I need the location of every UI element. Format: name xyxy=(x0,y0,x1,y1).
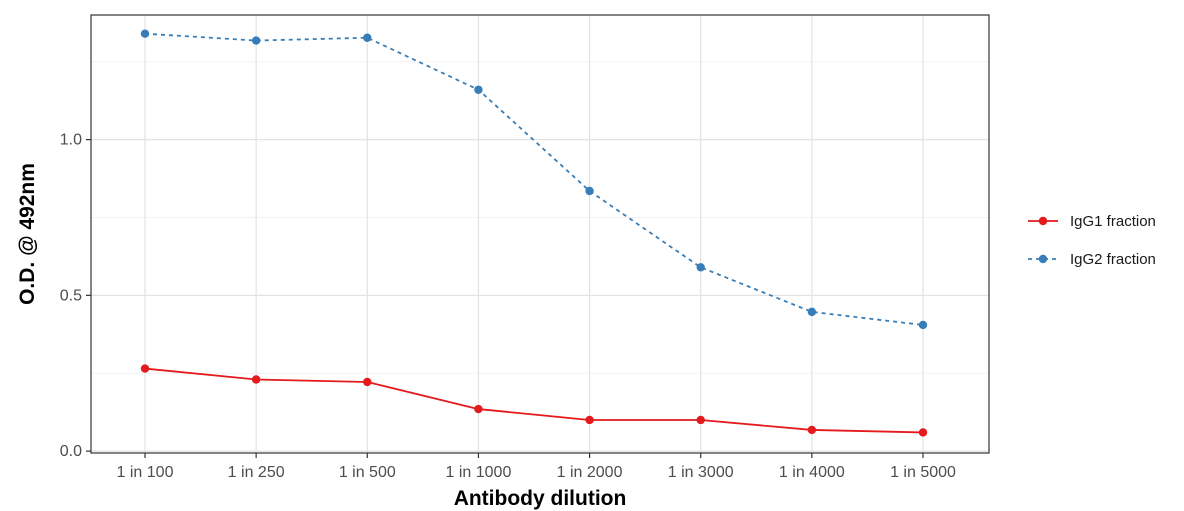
series-line xyxy=(144,367,924,434)
legend-label: IgG2 fraction xyxy=(1070,251,1156,268)
legend-item-2: IgG2 fraction xyxy=(1028,251,1156,268)
y-tick-labels: 0.0 0.5 1.0 xyxy=(60,132,82,461)
y-tick-label: 1.0 xyxy=(60,132,82,149)
series-1 xyxy=(140,364,928,437)
data-point xyxy=(696,263,705,272)
x-tick-label: 1 in 1000 xyxy=(446,464,512,481)
data-point xyxy=(474,404,483,414)
data-point xyxy=(807,307,817,317)
x-axis-title: Antibody dilution xyxy=(454,487,627,510)
data-point xyxy=(696,415,705,425)
series-2 xyxy=(140,29,928,330)
y-axis-title: O.D. @ 492nm xyxy=(16,163,39,305)
x-tick-label: 1 in 500 xyxy=(339,464,396,481)
data-point xyxy=(251,375,261,384)
legend-item-1: IgG1 fraction xyxy=(1028,213,1156,230)
minor-gridlines xyxy=(91,61,989,374)
legend-key-point xyxy=(1038,254,1048,264)
y-tick-label: 0.0 xyxy=(60,443,82,460)
data-point xyxy=(251,36,261,45)
legend-key-point xyxy=(1038,216,1048,226)
x-tick-label: 1 in 3000 xyxy=(668,464,734,481)
x-tick-labels: 1 in 100 1 in 250 1 in 500 1 in 1000 1 in 20… xyxy=(117,464,956,481)
x-tick-label: 1 in 5000 xyxy=(890,464,956,481)
series-layer xyxy=(140,29,928,437)
data-point xyxy=(474,85,483,94)
data-point xyxy=(585,415,594,425)
x-tick-label: 1 in 4000 xyxy=(779,464,845,481)
plot-panel-border xyxy=(90,14,990,454)
data-point xyxy=(363,377,372,387)
major-gridlines xyxy=(91,15,989,453)
y-tick-label: 0.5 xyxy=(60,287,82,304)
x-tick-label: 1 in 250 xyxy=(228,464,285,481)
x-tick-label: 1 in 2000 xyxy=(557,464,623,481)
plot-panel-background xyxy=(91,15,989,453)
legend: IgG1 fraction IgG2 fraction xyxy=(1028,213,1156,268)
x-tick-label: 1 in 100 xyxy=(117,464,174,481)
data-point xyxy=(918,428,928,437)
data-point xyxy=(918,320,928,330)
legend-label: IgG1 fraction xyxy=(1070,213,1156,230)
data-point xyxy=(585,186,594,196)
data-point xyxy=(807,425,817,435)
series-line xyxy=(144,32,924,326)
data-point xyxy=(140,29,150,38)
data-point xyxy=(363,33,372,42)
data-point xyxy=(140,364,150,373)
axis-ticks xyxy=(86,139,924,458)
